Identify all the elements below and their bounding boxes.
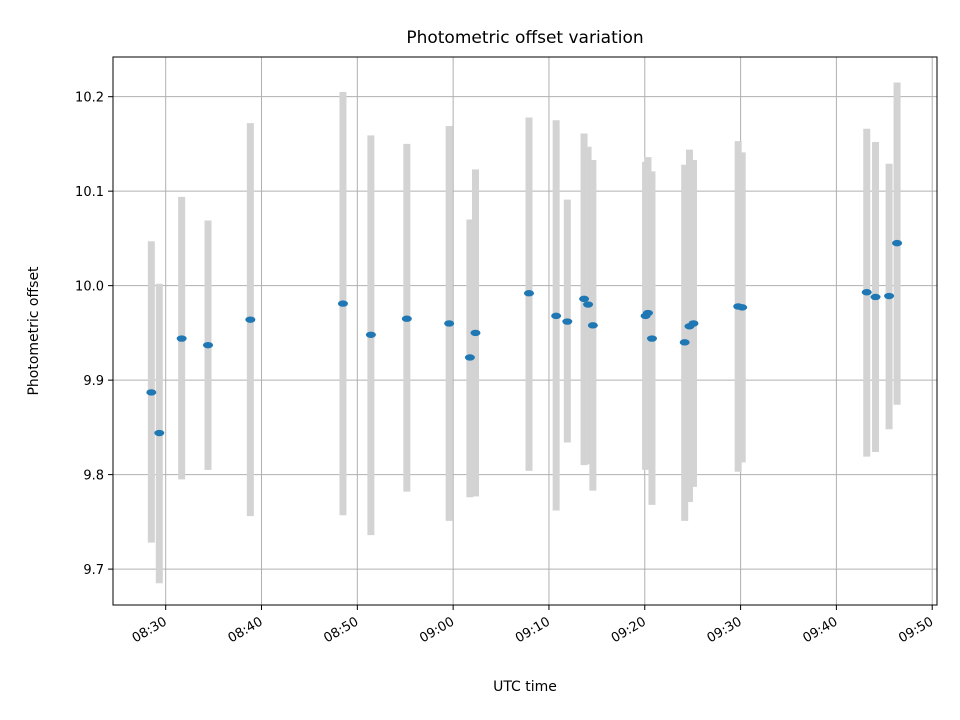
data-point <box>688 320 699 327</box>
y-tick-label: 10.0 <box>75 280 104 295</box>
data-point <box>583 301 594 308</box>
data-point <box>646 335 657 342</box>
data-point <box>176 335 187 342</box>
data-point <box>884 292 895 300</box>
data-point <box>203 341 214 349</box>
x-axis-title: UTC time <box>493 679 557 695</box>
data-point <box>154 429 165 437</box>
data-point <box>861 289 872 296</box>
data-point <box>642 309 653 317</box>
data-point <box>245 316 256 323</box>
y-tick-label: 9.9 <box>83 374 104 389</box>
data-point <box>365 331 376 338</box>
y-tick-label: 10.1 <box>75 185 104 200</box>
data-point <box>679 339 690 346</box>
data-point <box>551 312 562 320</box>
chart-title: Photometric offset variation <box>406 28 643 48</box>
data-point <box>401 315 412 322</box>
data-point <box>737 304 748 311</box>
data-point <box>337 300 348 307</box>
y-tick-label: 9.8 <box>83 469 104 484</box>
data-points <box>146 239 903 437</box>
data-point <box>892 239 903 247</box>
data-point <box>146 389 157 396</box>
y-axis-title: Photometric offset <box>26 266 42 396</box>
plot-area-frame <box>112 56 938 606</box>
data-point <box>587 322 598 329</box>
data-point <box>562 318 573 325</box>
y-tick-label: 10.2 <box>75 91 104 106</box>
data-point <box>870 293 881 301</box>
data-point <box>523 290 534 297</box>
data-point <box>444 320 455 327</box>
data-point <box>470 329 481 337</box>
y-axis: 9.7 9.8 9.9 10.0 10.1 10.2 <box>75 91 113 578</box>
data-point <box>579 295 590 303</box>
data-point <box>464 354 475 361</box>
y-tick-label: 9.7 <box>83 563 104 578</box>
